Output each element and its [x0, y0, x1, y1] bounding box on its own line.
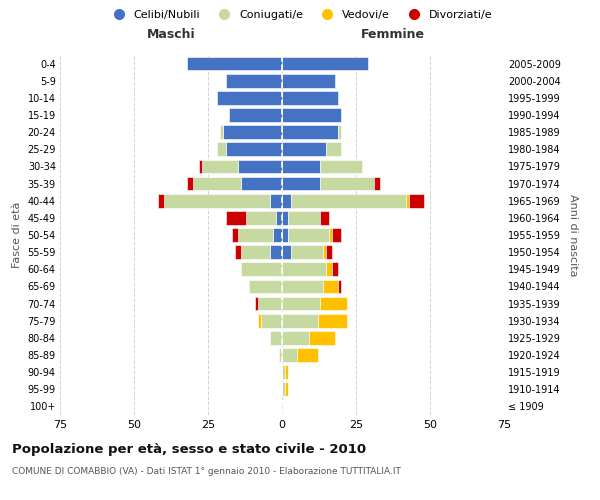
Y-axis label: Fasce di età: Fasce di età [12, 202, 22, 268]
Bar [259, 314, 261, 328]
Bar [270, 246, 282, 259]
Legend: Celibi/Nubili, Coniugati/e, Vedovi/e, Divorziati/e: Celibi/Nubili, Coniugati/e, Vedovi/e, Di… [103, 6, 497, 25]
Bar [282, 314, 317, 328]
Bar [220, 126, 223, 139]
Y-axis label: Anni di nascita: Anni di nascita [568, 194, 578, 276]
Bar [282, 91, 338, 104]
Bar [291, 194, 406, 207]
Bar [282, 142, 326, 156]
Bar [241, 246, 270, 259]
Bar [282, 211, 288, 224]
Bar [338, 126, 341, 139]
Bar [329, 228, 332, 242]
Bar [217, 142, 226, 156]
Text: Maschi: Maschi [146, 28, 196, 42]
Bar [297, 348, 317, 362]
Bar [187, 176, 193, 190]
Bar [326, 142, 341, 156]
Bar [164, 194, 270, 207]
Bar [409, 194, 424, 207]
Bar [285, 366, 288, 379]
Bar [241, 262, 282, 276]
Bar [374, 176, 380, 190]
Bar [270, 331, 282, 344]
Bar [308, 331, 335, 344]
Bar [320, 160, 362, 173]
Bar [317, 314, 347, 328]
Bar [226, 142, 282, 156]
Bar [323, 280, 338, 293]
Bar [282, 194, 291, 207]
Bar [320, 176, 374, 190]
Bar [223, 126, 282, 139]
Bar [326, 262, 332, 276]
Bar [282, 382, 285, 396]
Text: Femmine: Femmine [361, 28, 425, 42]
Bar [282, 366, 285, 379]
Bar [288, 228, 329, 242]
Bar [332, 262, 338, 276]
Bar [282, 246, 291, 259]
Bar [247, 211, 276, 224]
Bar [320, 296, 347, 310]
Bar [232, 228, 238, 242]
Bar [282, 296, 320, 310]
Bar [406, 194, 409, 207]
Bar [241, 176, 282, 190]
Bar [291, 246, 323, 259]
Bar [282, 56, 368, 70]
Bar [326, 246, 332, 259]
Bar [282, 348, 297, 362]
Bar [285, 382, 288, 396]
Bar [259, 296, 282, 310]
Bar [282, 160, 320, 173]
Bar [282, 331, 308, 344]
Bar [158, 194, 164, 207]
Bar [226, 74, 282, 88]
Bar [273, 228, 282, 242]
Bar [235, 246, 241, 259]
Bar [261, 314, 282, 328]
Bar [282, 176, 320, 190]
Bar [202, 160, 238, 173]
Bar [193, 176, 241, 190]
Bar [256, 296, 259, 310]
Bar [332, 228, 341, 242]
Bar [320, 211, 329, 224]
Bar [338, 280, 341, 293]
Bar [276, 211, 282, 224]
Bar [279, 348, 282, 362]
Text: Popolazione per età, sesso e stato civile - 2010: Popolazione per età, sesso e stato civil… [12, 442, 366, 456]
Bar [226, 211, 247, 224]
Bar [187, 56, 282, 70]
Bar [199, 160, 202, 173]
Bar [250, 280, 282, 293]
Bar [288, 211, 320, 224]
Bar [217, 91, 282, 104]
Bar [270, 194, 282, 207]
Bar [229, 108, 282, 122]
Bar [282, 228, 288, 242]
Text: COMUNE DI COMABBIO (VA) - Dati ISTAT 1° gennaio 2010 - Elaborazione TUTTITALIA.I: COMUNE DI COMABBIO (VA) - Dati ISTAT 1° … [12, 468, 401, 476]
Bar [282, 262, 326, 276]
Bar [238, 160, 282, 173]
Bar [282, 280, 323, 293]
Bar [282, 126, 338, 139]
Bar [282, 108, 341, 122]
Bar [282, 74, 335, 88]
Bar [238, 228, 273, 242]
Bar [323, 246, 326, 259]
